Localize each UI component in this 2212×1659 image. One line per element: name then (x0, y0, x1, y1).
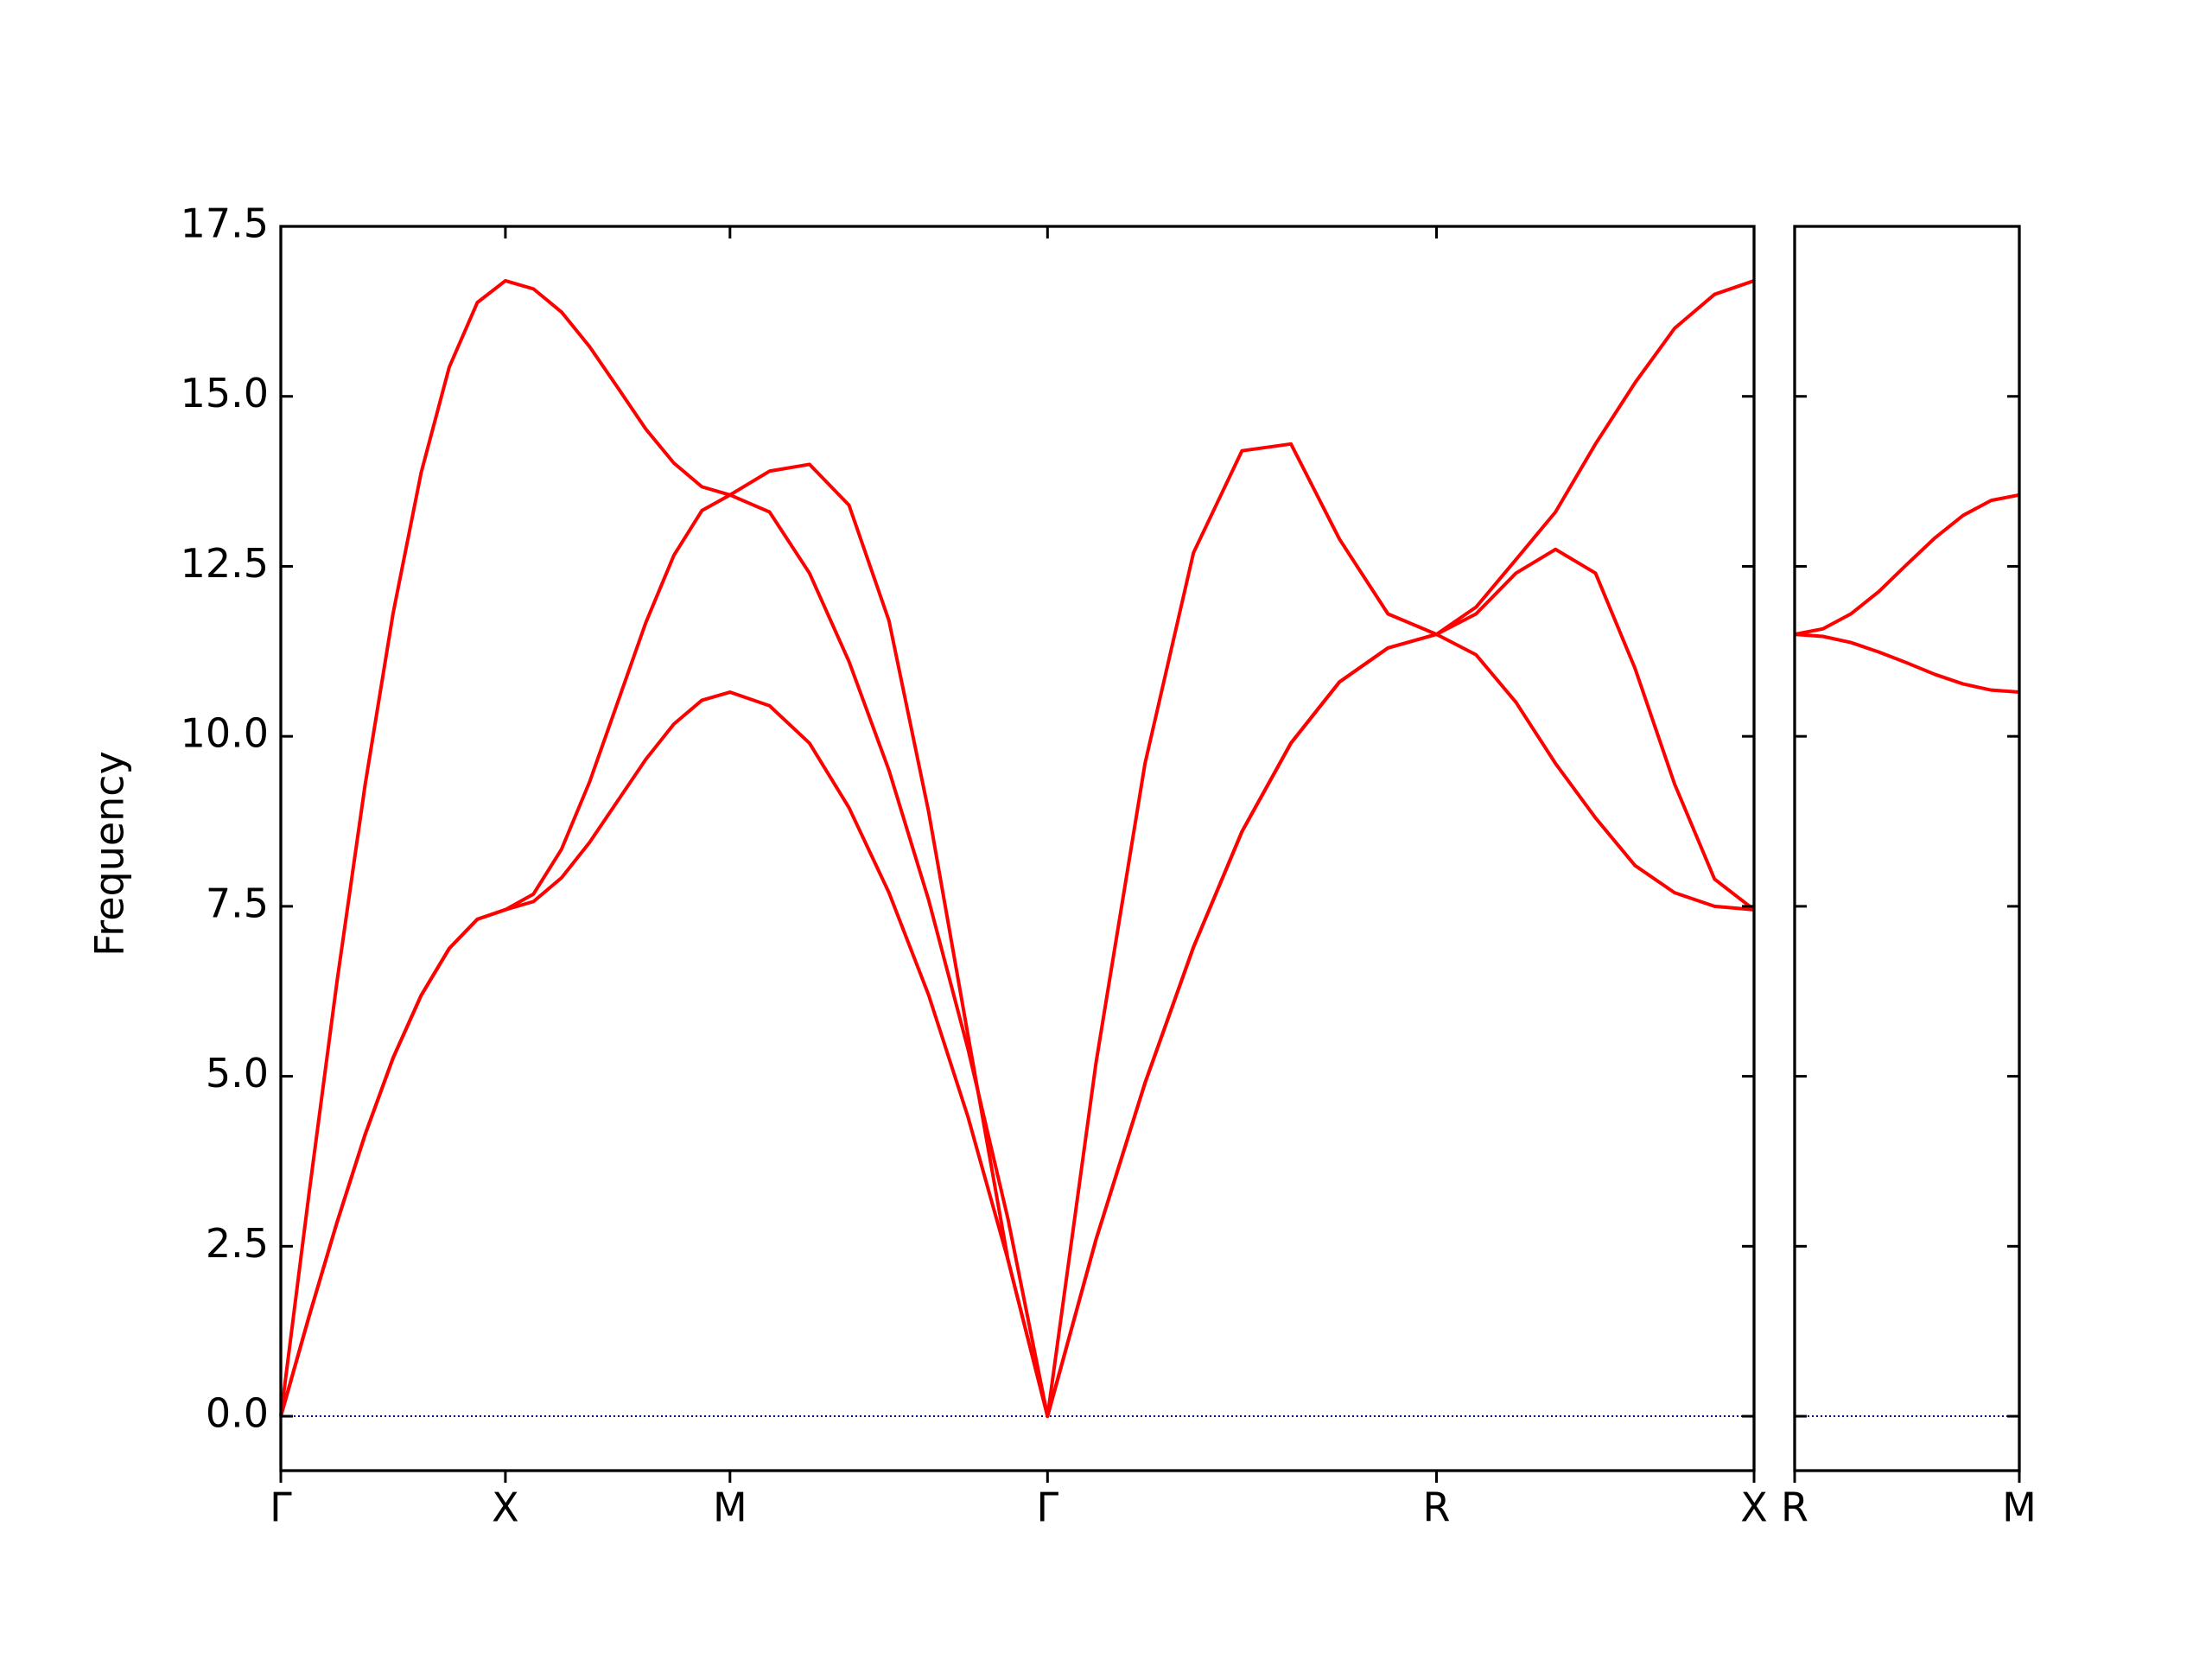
plot-frame (279, 225, 1756, 1472)
band-line (1794, 493, 2020, 637)
plot-frame (1793, 225, 2021, 1472)
y-tick-label: 0.0 (206, 1390, 269, 1437)
y-tick-label: 12.5 (181, 540, 269, 587)
y-tick-label: 10.0 (181, 710, 269, 757)
x-tick-label: R (1423, 1484, 1451, 1531)
band-line (279, 493, 1756, 1419)
y-tick-label: 15.0 (181, 370, 269, 416)
x-tick-label: M (2002, 1484, 2037, 1531)
x-tick-label: R (1781, 1484, 1808, 1531)
y-tick-label: 7.5 (206, 880, 269, 926)
x-tick-label: M (713, 1484, 747, 1531)
x-tick-label: Γ (1037, 1484, 1059, 1531)
x-tick-label: X (1740, 1484, 1768, 1531)
y-axis-label: Frequency (86, 751, 133, 957)
band-line (1794, 632, 2020, 695)
y-tick-label: 5.0 (206, 1050, 269, 1096)
x-tick-label: X (492, 1484, 519, 1531)
x-tick-label: Γ (270, 1484, 292, 1531)
y-tick-label: 2.5 (206, 1220, 269, 1267)
band-line (279, 278, 1755, 1419)
y-tick-label: 17.5 (181, 200, 269, 247)
